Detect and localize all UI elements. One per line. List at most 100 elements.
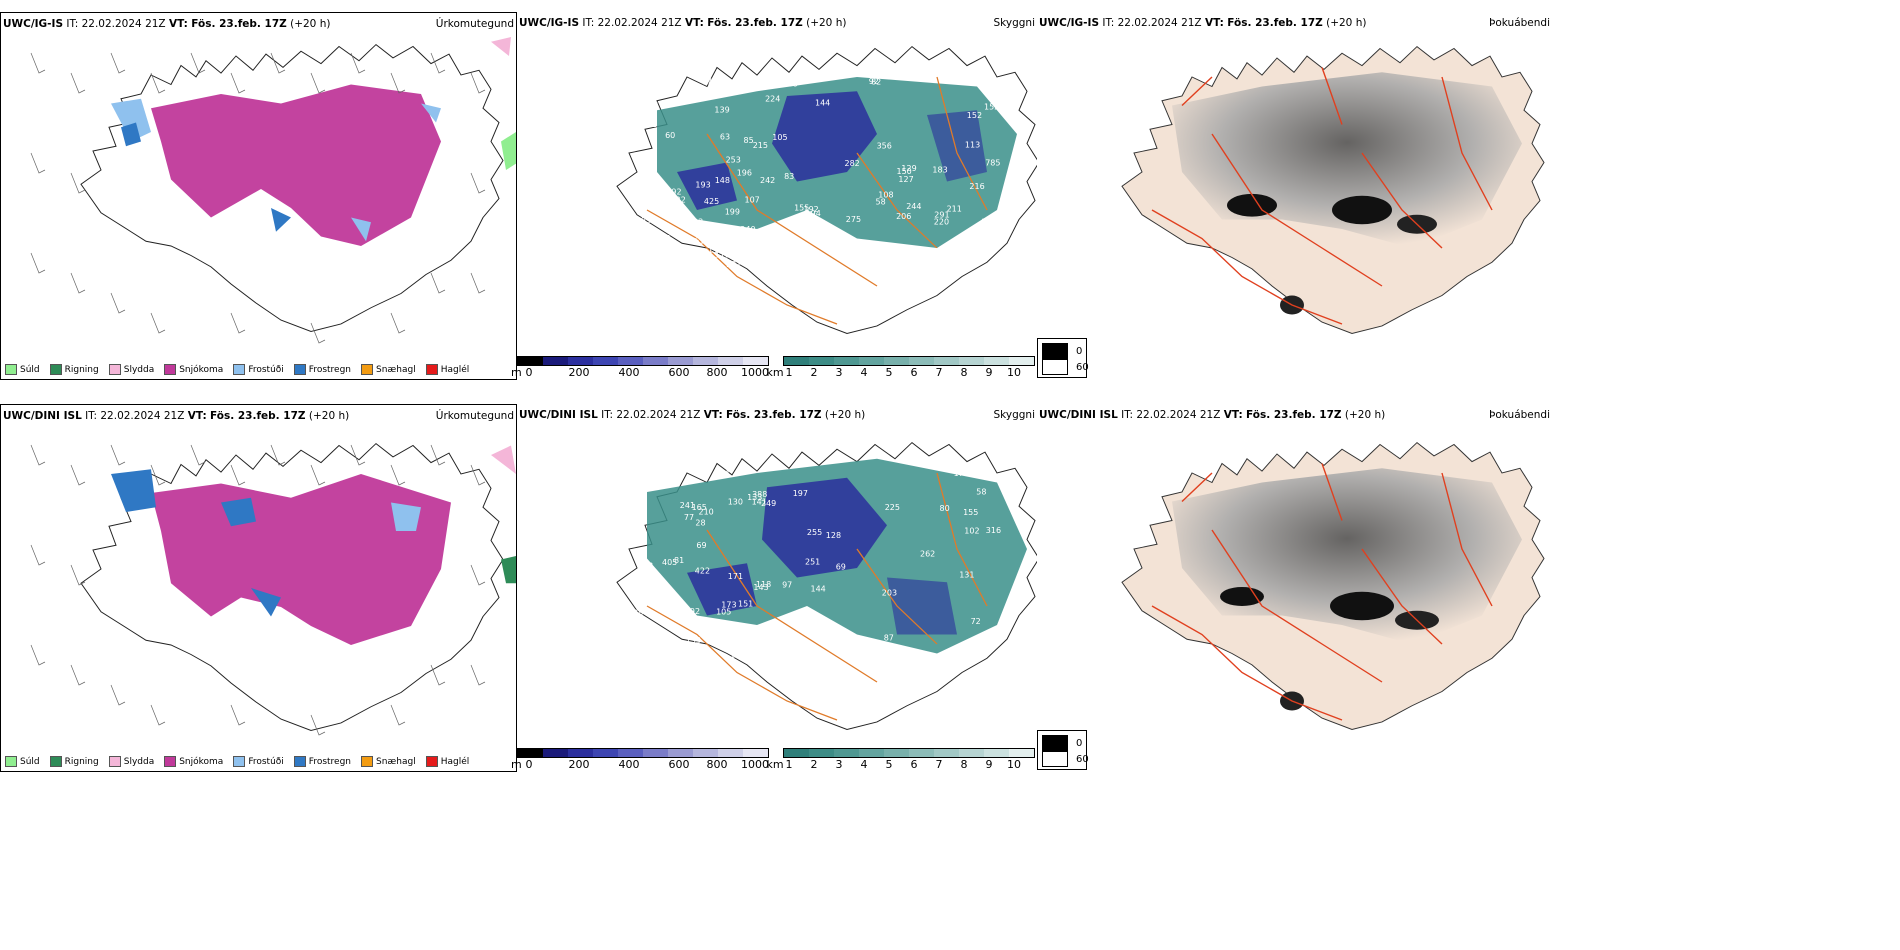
legend-item-sleet: Slydda (108, 364, 154, 375)
visibility-value-label: 69 (696, 541, 706, 550)
elev-color-swatch (568, 749, 593, 757)
precip-legend: Súld Rigning Slydda Snjókoma Frostúði Fr… (5, 756, 469, 767)
visibility-value-label: 129 (829, 632, 844, 641)
visibility-value-label: 155 (963, 508, 978, 517)
visibility-value-label: 131 (959, 571, 974, 580)
fog-legend-row2: 0 60 (1037, 730, 1089, 770)
visibility-value-label: 193 (695, 181, 710, 190)
panel-title: UWC/DINI ISL IT: 22.02.2024 21Z VT: Fös.… (3, 410, 350, 422)
visibility-value-label: 245 (677, 653, 692, 662)
visibility-value-label: 239 (930, 247, 945, 256)
precip-type-panel-row2: UWC/DINI ISL IT: 22.02.2024 21Z VT: Fös.… (0, 404, 517, 772)
vis-colorbar: km 1 2 3 4 5 6 7 8 9 10 (766, 356, 1035, 379)
visibility-value-label: 143 (753, 583, 768, 592)
visibility-value-label: 133 (686, 636, 701, 645)
visibility-value-label: 144 (811, 585, 826, 594)
visibility-value-label: 85 (744, 136, 754, 145)
fog-map (1121, 46, 1545, 335)
vis-color-swatch (934, 749, 959, 757)
vis-tick: 5 (885, 758, 893, 771)
visibility-value-label: 141 (752, 497, 767, 506)
visibility-value-label: 278 (776, 78, 791, 87)
legend-item-frost-rain: Frostregn (293, 756, 351, 767)
visibility-value-label: 93 (693, 218, 703, 227)
visibility-value-label: 87 (884, 633, 894, 642)
visibility-value-label: 152 (967, 111, 982, 120)
elev-color-swatch (693, 357, 718, 365)
panel-title: UWC/DINI ISL IT: 22.02.2024 21Z VT: Fös.… (519, 409, 866, 421)
visibility-panel-row2: UWC/DINI ISL IT: 22.02.2024 21Z VT: Fös.… (511, 404, 1037, 771)
vis-tick: 7 (935, 366, 943, 379)
vis-color-swatch (859, 357, 884, 365)
visibility-value-label: 57 (630, 616, 640, 625)
elev-color-swatch (543, 749, 568, 757)
visibility-value-label: 242 (760, 176, 775, 185)
visibility-value-label: 510 (758, 655, 773, 664)
vis-unit: km (766, 366, 784, 379)
visibility-value-label: 247 (798, 256, 813, 265)
visibility-value-label: 169 (730, 650, 745, 659)
panel-title: UWC/IG-IS IT: 22.02.2024 21Z VT: Fös. 23… (3, 18, 331, 30)
elev-tick: 0 (525, 758, 533, 771)
visibility-value-label: 181 (715, 469, 730, 478)
visibility-value-label: 97 (782, 580, 792, 589)
vis-tick: 1 (785, 366, 793, 379)
visibility-value-label: 150 (897, 167, 912, 176)
vis-tick: 3 (835, 366, 843, 379)
visibility-value-label: 173 (721, 601, 736, 610)
vis-colorbar: km 1 2 3 4 5 6 7 8 9 10 (766, 748, 1035, 771)
vis-tick: 7 (935, 758, 943, 771)
visibility-value-label: 316 (986, 526, 1001, 535)
vis-color-swatch (909, 357, 934, 365)
fog-panel-row2: UWC/DINI ISL IT: 22.02.2024 21Z VT: Fös.… (1037, 404, 1552, 730)
elev-unit: m (511, 758, 522, 771)
visibility-value-label: 224 (765, 95, 780, 104)
elev-color-swatch (518, 749, 543, 757)
elev-color-swatch (643, 357, 668, 365)
vis-color-swatch (884, 357, 909, 365)
elev-tick: 1000 (741, 758, 769, 771)
legend-item-snow: Snjókoma (164, 364, 223, 375)
precip-type-panel-row1: UWC/IG-IS IT: 22.02.2024 21Z VT: Fös. 23… (0, 12, 517, 380)
visibility-value-label: 225 (885, 503, 900, 512)
vis-tick: 6 (910, 366, 918, 379)
visibility-value-label: 129 (901, 164, 916, 173)
vis-tick: 10 (1007, 758, 1021, 771)
vis-tick: 4 (860, 758, 868, 771)
fog-legend-label: 0 (1076, 345, 1083, 357)
vis-color-swatch (859, 749, 884, 757)
visibility-value-label: 77 (684, 513, 694, 522)
fog-legend-label: 60 (1076, 361, 1089, 373)
elev-tick: 800 (706, 758, 728, 771)
visibility-value-label: 185 (636, 216, 651, 225)
visibility-value-label: 213 (638, 562, 653, 571)
visibility-value-label: 128 (630, 572, 645, 581)
panel-type-label: Skyggni (993, 409, 1036, 421)
legend-item-hail: Haglél (425, 364, 469, 375)
panel-type-label: Þokuábendi (1489, 17, 1550, 29)
panel-type-label: Skyggni (993, 17, 1036, 29)
legend-item-frost-drizzle: Frostúði (233, 364, 284, 375)
visibility-value-label: 291 (934, 210, 949, 219)
legend-item-sleet: Slydda (108, 756, 154, 767)
vis-color-swatch (784, 749, 809, 757)
visibility-value-label: 255 (807, 528, 822, 537)
visibility-value-label: 63 (720, 132, 730, 141)
visibility-value-label: 425 (704, 197, 719, 206)
vis-color-swatch (1009, 749, 1034, 757)
vis-tick: 6 (910, 758, 918, 771)
visibility-value-label: 171 (728, 572, 743, 581)
visibility-value-label: 262 (920, 550, 935, 559)
elev-color-swatch (718, 357, 743, 365)
fog-legend-label: 0 (1076, 737, 1083, 749)
visibility-value-label: 192 (666, 187, 681, 196)
vis-color-swatch (984, 749, 1009, 757)
visibility-value-label: 148 (904, 651, 919, 660)
visibility-value-label: 405 (662, 558, 677, 567)
elev-tick: 0 (525, 366, 533, 379)
visibility-value-label: 82 (871, 78, 881, 87)
visibility-value-label: 151 (738, 600, 753, 609)
visibility-value-label: 210 (699, 508, 714, 517)
precip-legend: Súld Rigning Slydda Snjókoma Frostúði Fr… (5, 364, 469, 375)
visibility-value-label: 72 (971, 617, 981, 626)
